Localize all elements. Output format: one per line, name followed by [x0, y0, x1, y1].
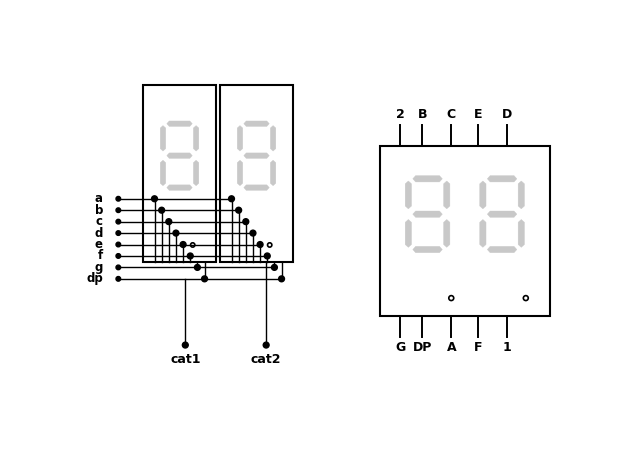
- Polygon shape: [405, 220, 411, 248]
- Text: DP: DP: [413, 341, 432, 354]
- Text: A: A: [446, 341, 456, 354]
- Text: f: f: [98, 249, 103, 262]
- Polygon shape: [488, 176, 517, 182]
- Circle shape: [151, 196, 157, 202]
- Circle shape: [116, 265, 121, 270]
- Polygon shape: [413, 247, 443, 252]
- Circle shape: [250, 230, 256, 236]
- Circle shape: [116, 254, 121, 258]
- Text: 1: 1: [503, 341, 511, 354]
- Polygon shape: [413, 176, 443, 182]
- Polygon shape: [413, 211, 443, 217]
- Polygon shape: [244, 121, 269, 126]
- Circle shape: [159, 207, 165, 213]
- Polygon shape: [444, 220, 450, 248]
- Text: cat1: cat1: [170, 353, 200, 366]
- Polygon shape: [488, 211, 517, 217]
- Circle shape: [236, 207, 242, 213]
- Circle shape: [257, 242, 263, 248]
- Text: F: F: [474, 341, 483, 354]
- Text: G: G: [395, 341, 406, 354]
- Polygon shape: [518, 181, 525, 209]
- Polygon shape: [480, 181, 486, 209]
- Circle shape: [187, 253, 193, 259]
- Polygon shape: [237, 160, 243, 186]
- Circle shape: [173, 230, 179, 236]
- Polygon shape: [160, 126, 166, 151]
- Circle shape: [279, 276, 284, 282]
- Polygon shape: [167, 185, 192, 190]
- Text: E: E: [474, 108, 483, 121]
- Circle shape: [263, 342, 269, 348]
- Circle shape: [116, 277, 121, 281]
- Bar: [380, 146, 550, 316]
- Text: D: D: [502, 108, 512, 121]
- Polygon shape: [444, 181, 450, 209]
- Circle shape: [264, 253, 270, 259]
- Circle shape: [180, 242, 186, 248]
- Circle shape: [182, 342, 188, 348]
- Text: a: a: [95, 192, 103, 205]
- Circle shape: [116, 242, 121, 247]
- Bar: [220, 85, 293, 262]
- Polygon shape: [488, 247, 517, 252]
- Text: g: g: [95, 261, 103, 274]
- Polygon shape: [193, 160, 199, 186]
- Polygon shape: [167, 121, 192, 126]
- Circle shape: [195, 265, 200, 270]
- Text: b: b: [95, 204, 103, 217]
- Polygon shape: [270, 126, 276, 151]
- Polygon shape: [160, 160, 166, 186]
- Circle shape: [116, 219, 121, 224]
- Text: c: c: [96, 215, 103, 228]
- Text: dp: dp: [86, 272, 103, 285]
- Text: 2: 2: [396, 108, 405, 121]
- Polygon shape: [405, 181, 411, 209]
- Text: e: e: [95, 238, 103, 251]
- Circle shape: [116, 197, 121, 201]
- Polygon shape: [193, 126, 199, 151]
- Circle shape: [272, 265, 277, 270]
- Circle shape: [228, 196, 234, 202]
- Polygon shape: [518, 220, 525, 248]
- Polygon shape: [244, 153, 269, 158]
- Text: C: C: [447, 108, 456, 121]
- Circle shape: [166, 219, 172, 225]
- Polygon shape: [244, 185, 269, 190]
- Circle shape: [243, 219, 249, 225]
- Text: d: d: [95, 227, 103, 239]
- Polygon shape: [270, 160, 276, 186]
- Bar: [143, 85, 216, 262]
- Circle shape: [116, 231, 121, 235]
- Polygon shape: [480, 220, 486, 248]
- Polygon shape: [167, 153, 192, 158]
- Circle shape: [116, 208, 121, 212]
- Text: B: B: [418, 108, 427, 121]
- Circle shape: [202, 276, 207, 282]
- Text: cat2: cat2: [251, 353, 282, 366]
- Polygon shape: [237, 126, 243, 151]
